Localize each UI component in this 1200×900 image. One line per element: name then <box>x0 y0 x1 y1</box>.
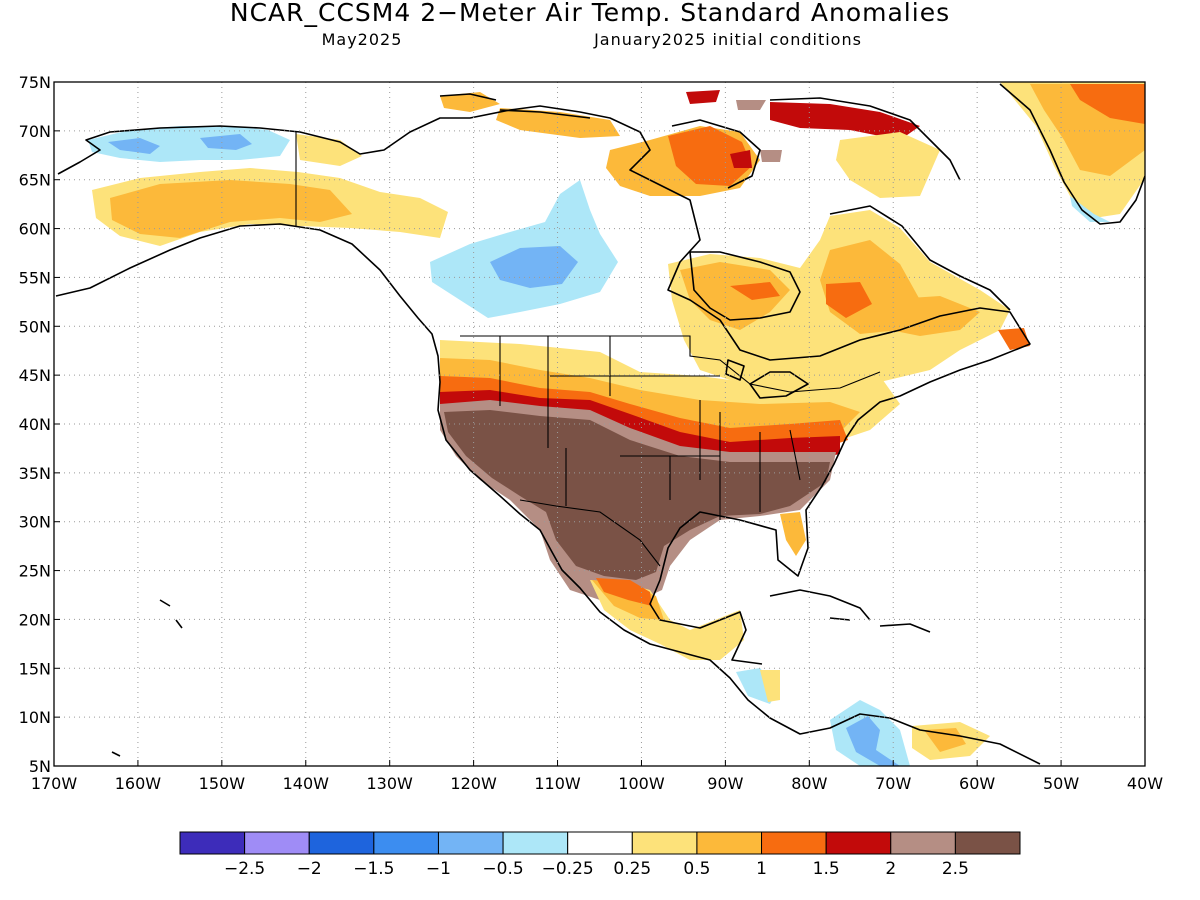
longitude-tick-label: 150W <box>199 774 246 793</box>
longitude-tick-label: 50W <box>1043 774 1079 793</box>
north-alaska-cool-2 <box>108 134 252 154</box>
colorbar-label: 2 <box>885 859 896 879</box>
latitude-tick-label: 65N <box>19 171 51 190</box>
colorbar-label: −2 <box>297 859 322 879</box>
longitude-tick-label: 40W <box>1127 774 1163 793</box>
colorbar-swatch <box>890 831 956 855</box>
latitude-tick-label: 10N <box>19 708 51 727</box>
colorbar-swatch <box>761 831 827 855</box>
longitude-tick-label: 70W <box>875 774 911 793</box>
colorbar-label: −2.5 <box>224 859 265 879</box>
longitude-tick-label: 130W <box>367 774 414 793</box>
colombia-cool-2 <box>846 716 900 766</box>
yukon-warm <box>296 134 362 166</box>
longitude-tick-label: 120W <box>450 774 497 793</box>
longitude-tick-label: 170W <box>31 774 78 793</box>
initial-conditions: January2025 initial conditions <box>593 30 862 49</box>
central-america-warm <box>760 670 780 702</box>
latitude-tick-label: 40N <box>19 415 51 434</box>
mexico-south-red <box>596 578 652 606</box>
forecast-month: May2025 <box>322 30 403 49</box>
colorbar-swatch <box>567 831 633 855</box>
longitude-tick-label: 80W <box>791 774 827 793</box>
colorbar-label: 1.5 <box>813 859 840 879</box>
greenland-redorange <box>1070 84 1145 124</box>
longitude-tick-label: 90W <box>707 774 743 793</box>
latitude-tick-label: 55N <box>19 268 51 287</box>
latitude-tick-label: 70N <box>19 122 51 141</box>
colorbar-swatch <box>437 831 504 855</box>
east-canada-redorange <box>730 282 1030 350</box>
map-title: NCAR_CCSM4 2−Meter Air Temp. Standard An… <box>230 0 950 27</box>
colorbar-label: 0.5 <box>683 859 710 879</box>
baffin-brown <box>736 100 782 162</box>
latitude-tick-label: 5N <box>29 757 51 776</box>
colorbar-label: −1.5 <box>353 859 394 879</box>
arctic-islands-warm <box>440 92 620 138</box>
baffin-orange <box>668 126 752 186</box>
colorbar-label: −0.25 <box>542 859 594 879</box>
colorbar-swatch <box>308 831 375 855</box>
colorbar-swatch <box>502 831 569 855</box>
latitude-tick-label: 75N <box>19 73 51 92</box>
latitude-tick-label: 35N <box>19 464 51 483</box>
western-canada-cool-2 <box>490 246 578 288</box>
political-borders <box>295 132 881 567</box>
latitude-tick-label: 50N <box>19 317 51 336</box>
latitude-tick-label: 15N <box>19 659 51 678</box>
longitude-tick-label: 100W <box>618 774 665 793</box>
florida-warm <box>780 512 806 556</box>
longitude-axis: 170W 160W 150W 140W 130W 120W 110W 100W 90W 80W 70… <box>31 760 1163 793</box>
latitude-axis: 75N 70N 65N 60N 55N 50N 45N 40N 35N 30N 25N 20N 15N 1… <box>19 73 60 776</box>
southwest-brown-dark <box>444 410 830 580</box>
baffin-warm-yellow <box>836 132 940 198</box>
colorbar-swatch <box>244 831 310 855</box>
latitude-tick-label: 20N <box>19 610 51 629</box>
longitude-tick-label: 160W <box>115 774 162 793</box>
colorbar-label: 1 <box>756 859 767 879</box>
colorbar-swatch <box>631 831 698 855</box>
latitude-tick-label: 25N <box>19 562 51 581</box>
colorbar-label: 0.25 <box>613 859 651 879</box>
latitude-tick-label: 30N <box>19 513 51 532</box>
longitude-tick-label: 140W <box>283 774 330 793</box>
graticule <box>54 82 1145 766</box>
colorbar-label: 2.5 <box>942 859 969 879</box>
colorbar-label: −1 <box>426 859 451 879</box>
longitude-tick-label: 110W <box>534 774 581 793</box>
venezuela-orange <box>924 728 966 752</box>
baffin-red <box>686 90 920 168</box>
alaska-orange <box>110 180 352 238</box>
us-band-redorange <box>440 376 848 460</box>
colorbar-swatch <box>825 831 892 855</box>
latitude-tick-label: 45N <box>19 366 51 385</box>
colorbar-swatch <box>696 831 763 855</box>
colorbar-swatch <box>954 831 1021 855</box>
colorbar: −2.5 −2 −1.5 −1 −0.5 −0.25 0.25 0.5 1 1.5 2 2.5 <box>179 831 1021 879</box>
colorbar-swatch <box>179 831 246 855</box>
colorbar-swatch <box>373 831 439 855</box>
latitude-tick-label: 60N <box>19 220 51 239</box>
longitude-tick-label: 60W <box>959 774 995 793</box>
colorbar-label: −0.5 <box>482 859 523 879</box>
